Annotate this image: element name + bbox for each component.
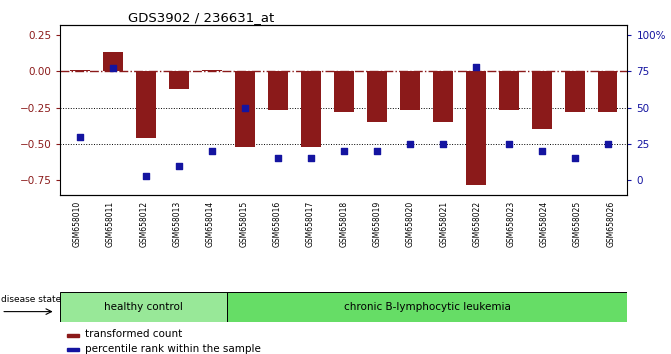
Point xyxy=(569,155,580,161)
Bar xyxy=(334,71,354,112)
FancyBboxPatch shape xyxy=(60,292,227,322)
Point xyxy=(141,173,152,179)
Point xyxy=(174,163,185,169)
Bar xyxy=(433,71,453,122)
Bar xyxy=(301,71,321,147)
Text: GSM658017: GSM658017 xyxy=(306,201,315,247)
Bar xyxy=(70,70,90,71)
Bar xyxy=(367,71,386,122)
Bar xyxy=(466,71,486,184)
Text: GSM658023: GSM658023 xyxy=(506,201,515,247)
Bar xyxy=(66,348,79,351)
Point xyxy=(536,148,547,154)
Text: GSM658022: GSM658022 xyxy=(473,201,482,247)
Text: GSM658012: GSM658012 xyxy=(140,201,148,247)
Point xyxy=(372,148,382,154)
Text: healthy control: healthy control xyxy=(104,302,183,312)
Text: GSM658014: GSM658014 xyxy=(206,201,215,247)
Text: GSM658013: GSM658013 xyxy=(172,201,182,247)
Text: GSM658016: GSM658016 xyxy=(272,201,282,247)
Text: GSM658020: GSM658020 xyxy=(406,201,415,247)
Point xyxy=(305,155,316,161)
Point xyxy=(437,141,448,147)
Text: GSM658018: GSM658018 xyxy=(340,201,348,247)
Bar xyxy=(136,71,156,138)
Bar xyxy=(268,71,288,110)
Bar xyxy=(565,71,584,112)
FancyBboxPatch shape xyxy=(227,292,627,322)
Point xyxy=(470,64,481,70)
Point xyxy=(503,141,514,147)
Point xyxy=(603,141,613,147)
Text: percentile rank within the sample: percentile rank within the sample xyxy=(85,344,261,354)
Text: GSM658011: GSM658011 xyxy=(106,201,115,247)
Text: GSM658021: GSM658021 xyxy=(440,201,448,247)
Bar xyxy=(169,71,189,89)
Bar xyxy=(499,71,519,110)
Bar xyxy=(400,71,419,110)
Text: disease state: disease state xyxy=(1,295,62,304)
Bar xyxy=(532,71,552,129)
Text: GSM658015: GSM658015 xyxy=(240,201,248,247)
Text: transformed count: transformed count xyxy=(85,330,183,339)
Text: GSM658010: GSM658010 xyxy=(72,201,82,247)
Point xyxy=(207,148,217,154)
Text: GDS3902 / 236631_at: GDS3902 / 236631_at xyxy=(128,11,274,24)
Bar xyxy=(103,52,123,71)
Text: chronic B-lymphocytic leukemia: chronic B-lymphocytic leukemia xyxy=(344,302,511,312)
Bar xyxy=(202,70,222,71)
Bar xyxy=(66,334,79,337)
Point xyxy=(405,141,415,147)
Text: GSM658019: GSM658019 xyxy=(372,201,382,247)
Bar xyxy=(235,71,255,147)
Point xyxy=(338,148,349,154)
Text: GSM658024: GSM658024 xyxy=(539,201,548,247)
Bar xyxy=(598,71,617,112)
Text: GSM658025: GSM658025 xyxy=(573,201,582,247)
Point xyxy=(240,105,250,110)
Point xyxy=(74,134,85,139)
Point xyxy=(272,155,283,161)
Text: GSM658026: GSM658026 xyxy=(606,201,615,247)
Point xyxy=(108,65,119,71)
